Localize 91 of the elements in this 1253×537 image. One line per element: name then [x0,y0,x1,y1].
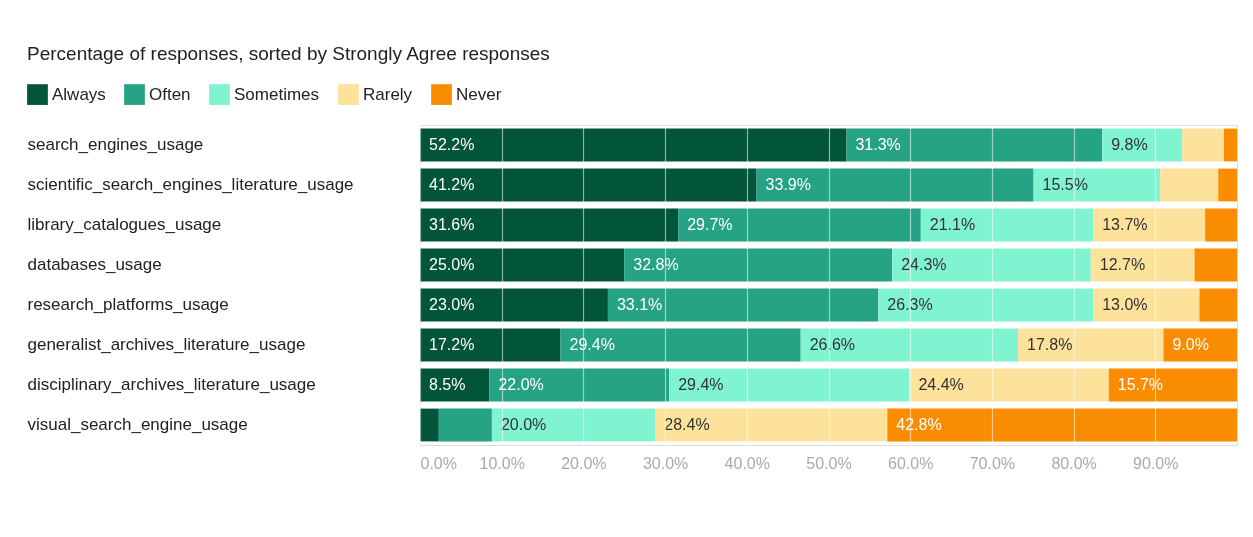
y-tick-label: search_engines_usage [27,135,204,154]
data-label: 31.3% [855,136,901,153]
y-tick-label: scientific_search_engines_literature_usage [27,175,354,194]
data-label: 17.2% [429,336,475,353]
data-label: 22.0% [498,376,544,393]
data-label: 13.7% [1102,216,1148,233]
x-tick-label: 40.0% [724,454,770,472]
x-tick-label: 0.0% [420,454,457,472]
bar [489,368,670,402]
data-label: 25.0% [429,256,475,273]
x-tick-label: 50.0% [806,454,852,472]
data-label: 21.1% [929,216,976,233]
bar [560,328,801,362]
bar [678,208,921,242]
x-tick-label: 70.0% [969,454,1016,472]
x-tick-label: 90.0% [1133,454,1179,472]
bar [920,208,1094,242]
bar [1194,248,1237,282]
legend-label: Never [456,84,502,104]
data-label: 29.4% [678,376,724,393]
data-label: 32.8% [633,256,679,273]
data-label: 31.6% [429,216,475,233]
bar [1205,208,1237,242]
x-tick-label: 80.0% [1051,454,1097,472]
bar [909,368,1109,402]
bar [1223,128,1237,162]
bar [420,408,439,442]
data-label: 13.0% [1102,296,1148,313]
data-label: 9.8% [1111,136,1148,153]
bar [756,168,1034,202]
bar [1199,288,1237,322]
bar [887,408,1237,442]
data-label: 42.8% [896,416,942,433]
bar [420,128,847,162]
legend-label: Always [52,84,106,104]
data-label: 17.8% [1027,336,1073,353]
data-label: 23.0% [429,296,475,313]
chart-title: Percentage of responses, sorted by Strongly Agree responses [27,43,550,64]
data-label: 28.4% [664,416,710,433]
y-tick-label: generalist_archives_literature_usage [27,335,306,354]
bar [1218,168,1237,202]
bar [607,288,879,322]
bar [420,248,625,282]
data-label: 9.0% [1172,336,1209,353]
bar [420,208,679,242]
data-label: 8.5% [429,376,466,393]
data-label: 33.1% [616,296,663,313]
bar [1090,248,1195,282]
data-label: 33.9% [765,176,811,193]
y-tick-label: databases_usage [27,255,162,274]
legend-label: Often [149,84,191,104]
bar [1093,208,1206,242]
bar [420,288,608,322]
bar [420,168,757,202]
data-label: 52.2% [429,136,475,153]
bar [846,128,1103,162]
data-label: 20.0% [500,416,547,433]
data-label: 29.7% [687,216,733,233]
bar [878,288,1094,322]
y-tick-label: disciplinary_archives_literature_usage [27,375,316,394]
data-label: 24.4% [918,376,964,393]
bar [655,408,888,442]
x-tick-label: 60.0% [888,454,934,472]
bar [491,408,656,442]
legend-label: Sometimes [234,84,320,104]
bar [438,408,492,442]
bar [1182,128,1224,162]
bar [1033,168,1161,202]
data-label: 15.5% [1042,176,1088,193]
bar [1160,168,1219,202]
data-label: 29.4% [569,336,615,353]
bar [420,328,561,362]
data-label: 26.3% [887,296,933,313]
x-tick-label: 10.0% [479,454,525,472]
bar [892,248,1091,282]
legend-label: Rarely [363,84,413,104]
x-tick-label: 30.0% [642,454,689,472]
y-tick-label: research_platforms_usage [27,295,229,314]
x-tick-label: 20.0% [561,454,607,472]
bar [800,328,1019,362]
data-label: 24.3% [901,256,947,273]
data-label: 12.7% [1099,256,1146,273]
data-label: 26.6% [809,336,856,353]
bar [624,248,893,282]
bar [1108,368,1237,402]
bar [669,368,910,402]
data-label: 15.7% [1117,376,1164,393]
bar [1018,328,1164,362]
y-tick-label: library_catalogues_usage [27,215,222,234]
data-label: 41.2% [429,176,475,193]
y-tick-label: visual_search_engine_usage [27,415,248,434]
